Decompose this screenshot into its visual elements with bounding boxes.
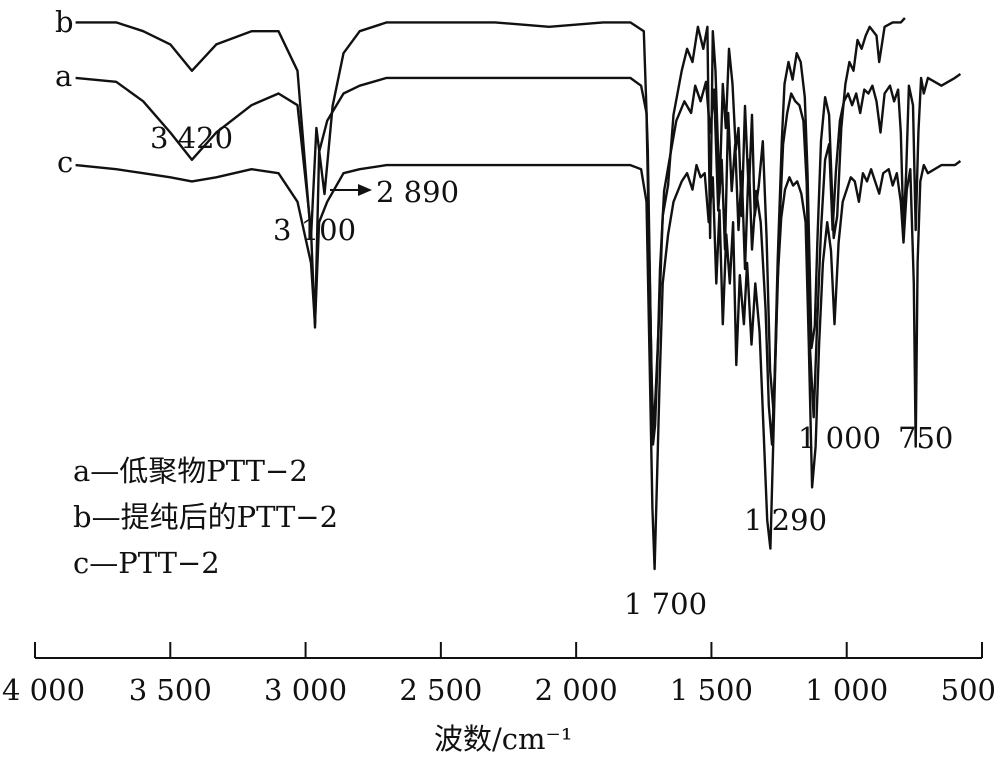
x-tick-label: 500	[941, 673, 996, 707]
annotation-3420: 3 420	[150, 121, 233, 155]
legend: a—低聚物PTT−2 b—提纯后的PTT−2 c—PTT−2	[73, 454, 338, 580]
x-tick-label: 3 000	[264, 673, 347, 707]
spectrum-line-a	[75, 73, 962, 446]
series-label-c: c	[57, 145, 73, 179]
x-tick-label: 4 000	[2, 673, 85, 707]
spectrum-line-c	[75, 160, 962, 571]
x-axis-title: 波数/cm⁻¹	[434, 722, 572, 756]
legend-entry-a: a—低聚物PTT−2	[73, 454, 308, 488]
legend-entry-c: c—PTT−2	[73, 546, 220, 580]
x-tick-label: 3 500	[129, 673, 212, 707]
annotation-750: 750	[898, 421, 953, 455]
annotation-1700: 1 700	[624, 587, 707, 621]
x-tick-label: 1 000	[805, 673, 888, 707]
spectrum-line-b	[75, 17, 906, 438]
legend-entry-b: b—提纯后的PTT−2	[73, 500, 338, 534]
x-axis: 4 000 3 500 3 000 2 500 2 000 1 500 1 000 500	[2, 642, 996, 707]
annotation-2890: 2 890	[376, 175, 459, 209]
annotation-3100: 3 100	[273, 213, 356, 247]
x-tick-label: 2 000	[535, 673, 618, 707]
annotation-1290: 1 290	[744, 503, 827, 537]
x-tick-label: 2 500	[399, 673, 482, 707]
x-tick-label: 1 500	[670, 673, 753, 707]
annotation-arrow-2890	[330, 184, 372, 196]
series-label-a: a	[55, 59, 72, 93]
annotation-1000: 1 000	[798, 421, 881, 455]
spectrum-series-layer	[75, 17, 962, 571]
series-label-b: b	[55, 5, 74, 39]
